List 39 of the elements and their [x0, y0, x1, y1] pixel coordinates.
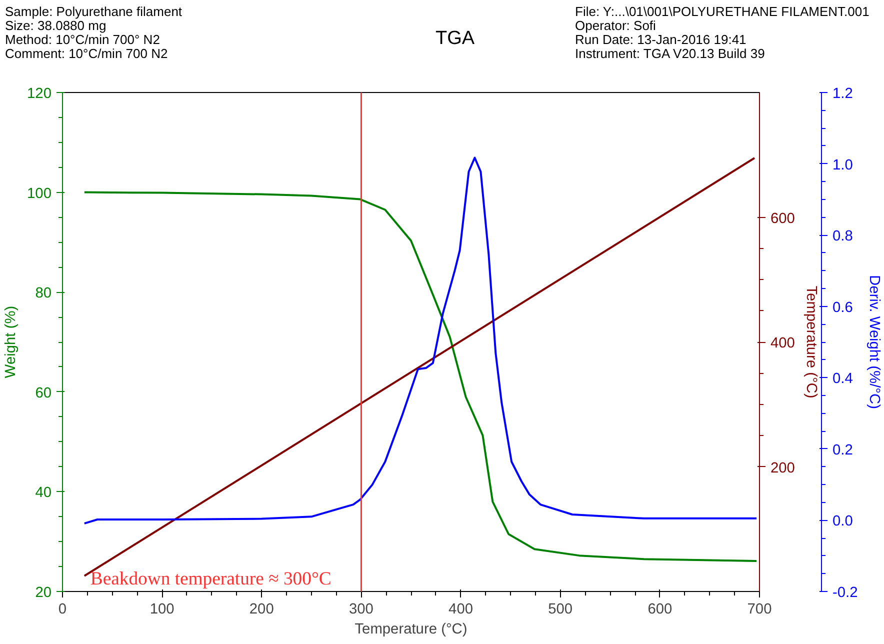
y3-tick-label: 0.6 [832, 300, 853, 316]
y3-tick-label: -0.2 [832, 585, 858, 601]
y-tick-label: 40 [35, 485, 52, 502]
text: Operator: Sofi [575, 18, 656, 33]
x-tick-label: 100 [150, 602, 174, 618]
y-tick-label: 100 [27, 186, 52, 202]
y3-tick-label: 0.8 [832, 228, 853, 245]
y2-tick-label: 400 [770, 336, 795, 352]
x-tick-label: 500 [548, 602, 573, 618]
x-axis-title: Temperature (°C) [354, 622, 468, 638]
x-tick-label: 600 [648, 602, 672, 618]
y3-axis-title: Deriv. Weight (%/°C) [866, 275, 882, 410]
y3-tick-label: 0.4 [832, 371, 853, 388]
ref-line-label: Beakdown temperature ≈ 300°C [90, 568, 332, 590]
y-tick-label: 20 [35, 585, 52, 601]
y-tick-label: 80 [35, 286, 52, 302]
text: Size: 38.0880 mg [5, 18, 106, 33]
x-tick-label: 0 [58, 602, 67, 618]
y3-tick-label: 1.0 [832, 157, 853, 174]
text: Comment: 10°C/min 700 N2 [5, 46, 168, 61]
text: Run Date: 13-Jan-2016 19:41 [575, 32, 746, 47]
chart-title: TGA [435, 27, 475, 51]
x-tick-label: 200 [249, 602, 274, 618]
y3-tick-label: 0.2 [832, 442, 853, 458]
x-tick-label: 300 [348, 602, 374, 618]
text: Method: 10°C/min 700° N2 [5, 32, 160, 47]
y2-tick-label: 200 [770, 460, 795, 476]
y-axis-title: Weight (%) [3, 306, 20, 378]
x-tick-label: 400 [448, 602, 474, 618]
text: Instrument: TGA V20.13 Build 39 [575, 46, 765, 61]
y2-tick-label: 600 [770, 210, 795, 227]
y-tick-label: 120 [27, 86, 52, 102]
x-tick-label: 700 [747, 602, 772, 618]
y3-tick-label: 1.2 [832, 86, 853, 102]
y-tick-label: 60 [35, 385, 52, 402]
text: File: Y:...\01\001\POLYURETHANE FILAMENT.001 [575, 4, 870, 19]
y2-axis-title: Temperature (°C) [802, 286, 819, 398]
text: Sample: Polyurethane filament [5, 4, 182, 19]
y3-tick-label: 0.0 [832, 514, 853, 530]
